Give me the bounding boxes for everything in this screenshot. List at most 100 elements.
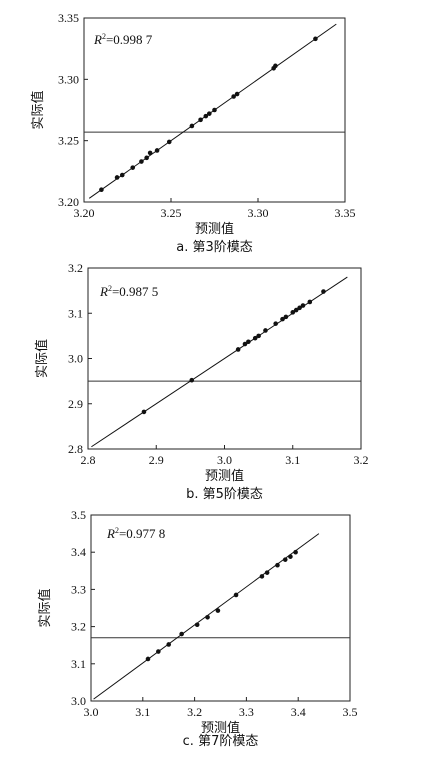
plot-frame (83, 17, 346, 203)
x-tick-label: 3.35 (335, 206, 356, 220)
data-point (288, 554, 293, 559)
data-point (263, 328, 268, 333)
x-tick-label: 3.30 (248, 206, 269, 220)
r-squared-superscript: 2 (115, 526, 119, 535)
chart-panel-2: 2.8 2.9 3.0 3.1 3.2 2.8 2.9 3.0 3.1 3.2 R2=0.987 5… (34, 261, 369, 502)
data-point (212, 107, 217, 113)
r-squared-symbol: R (106, 526, 115, 541)
data-point (166, 642, 171, 647)
chart-caption: a. 第3阶模态 (176, 240, 253, 255)
data-point (198, 117, 203, 123)
data-point (154, 148, 160, 153)
r-squared-value: =0.987 5 (112, 284, 158, 299)
y-tick-label: 3.1 (71, 657, 86, 671)
x-tick-label: 2.8 (81, 453, 96, 467)
data-point (259, 574, 265, 579)
y-axis-label: 实际值 (37, 588, 53, 627)
data-point (256, 333, 261, 339)
y-tick-label: 2.9 (68, 397, 83, 411)
y-tick-label: 3.35 (58, 11, 79, 25)
data-point (215, 608, 221, 613)
data-point (321, 289, 326, 294)
r-squared-value: =0.998 7 (106, 32, 153, 47)
data-point (205, 615, 210, 620)
chart-panel-1: 3.20 3.25 3.30 3.35 3.20 3.25 3.30 3.35 R2=0.998… (30, 11, 356, 255)
x-tick-label: 3.0 (84, 705, 99, 719)
data-point (147, 150, 153, 156)
x-tick-label: 3.3 (239, 705, 254, 719)
data-point (293, 549, 298, 555)
r-squared-value: =0.977 8 (119, 526, 165, 541)
r-squared-superscript: 2 (108, 284, 112, 293)
data-point (141, 409, 147, 415)
chart-panel-3: 3.0 3.1 3.2 3.3 3.4 3.5 3.0 3.1 3.2 3.3 3.4 3.5 R2=0… (37, 508, 358, 749)
data-point (242, 341, 248, 347)
r-squared-annotation: R2=0.987 5 (99, 284, 158, 299)
y-tick-label: 3.2 (68, 261, 83, 275)
y-tick-label: 3.2 (71, 620, 86, 634)
data-point (273, 63, 278, 69)
y-axis-label: 实际值 (30, 90, 46, 129)
r-squared-symbol: R (99, 284, 108, 299)
data-point (293, 307, 299, 313)
y-tick-label: 3.0 (71, 694, 86, 708)
y-tick-label: 3.0 (68, 352, 83, 366)
y-tick-label: 3.20 (58, 195, 79, 209)
data-point (166, 139, 172, 145)
chart-caption: b. 第5阶模态 (186, 487, 263, 502)
y-tick-label: 3.5 (71, 508, 86, 522)
r-squared-superscript: 2 (102, 32, 106, 41)
data-point (233, 592, 239, 598)
x-tick-label: 3.4 (291, 705, 306, 719)
data-point (114, 175, 120, 180)
data-point (231, 94, 236, 99)
data-point (273, 321, 278, 326)
data-point (264, 570, 270, 575)
data-point (189, 377, 195, 383)
data-point (297, 305, 302, 311)
data-point (235, 347, 241, 352)
data-point (130, 165, 136, 170)
data-point (252, 335, 258, 341)
data-point (144, 155, 149, 161)
data-point (275, 562, 280, 568)
data-point (145, 656, 151, 662)
x-tick-label: 3.20 (74, 206, 95, 220)
x-tick-label: 3.2 (187, 705, 202, 719)
y-tick-label: 3.3 (71, 582, 86, 596)
r-squared-annotation: R2=0.977 8 (106, 526, 165, 541)
data-point (206, 111, 212, 116)
data-point (290, 310, 296, 315)
y-tick-label: 3.25 (58, 134, 79, 148)
data-point (194, 622, 200, 628)
x-tick-label: 3.0 (217, 453, 232, 467)
data-point (307, 299, 313, 305)
plot-frame (90, 514, 351, 702)
y-axis-label: 实际值 (34, 339, 50, 378)
data-point (156, 649, 161, 654)
data-point (139, 159, 144, 164)
data-point (313, 36, 318, 42)
data-point (99, 187, 104, 193)
data-point (246, 339, 251, 345)
data-point (119, 172, 125, 178)
r-squared-annotation: R2=0.998 7 (93, 32, 153, 47)
data-point (203, 113, 209, 119)
x-tick-label: 3.2 (354, 453, 369, 467)
x-axis-label: 预测值 (205, 468, 244, 484)
chart-caption: c. 第7阶模态 (183, 734, 259, 749)
x-tick-label: 3.1 (135, 705, 150, 719)
x-axis-label: 预测值 (201, 720, 240, 736)
r-squared-symbol: R (93, 32, 102, 47)
data-point (300, 303, 306, 308)
y-tick-label: 3.30 (58, 72, 79, 86)
y-tick-label: 3.1 (68, 306, 83, 320)
x-tick-label: 3.5 (343, 705, 358, 719)
x-tick-label: 3.1 (285, 453, 300, 467)
data-point (283, 314, 289, 320)
y-tick-label: 2.8 (68, 442, 83, 456)
x-tick-label: 2.9 (149, 453, 164, 467)
data-point (179, 631, 184, 637)
data-point (189, 123, 195, 129)
